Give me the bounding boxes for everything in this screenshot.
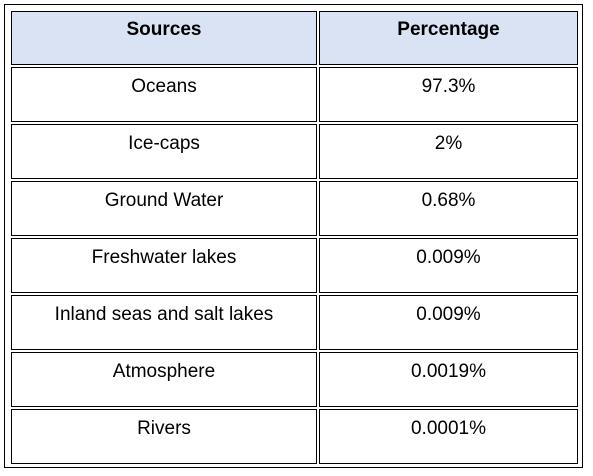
- source-cell: Oceans: [11, 67, 317, 122]
- table-row: Rivers 0.0001%: [11, 409, 578, 464]
- source-cell: Atmosphere: [11, 352, 317, 407]
- table-row: Oceans 97.3%: [11, 67, 578, 122]
- table-row: Ice-caps 2%: [11, 124, 578, 179]
- table-row: Ground Water 0.68%: [11, 181, 578, 236]
- table-row: Atmosphere 0.0019%: [11, 352, 578, 407]
- table-row: Inland seas and salt lakes 0.009%: [11, 295, 578, 350]
- percentage-cell: 0.009%: [319, 238, 578, 293]
- table-row: Freshwater lakes 0.009%: [11, 238, 578, 293]
- percentage-cell: 97.3%: [319, 67, 578, 122]
- header-percentage: Percentage: [319, 11, 578, 65]
- percentage-cell: 0.0019%: [319, 352, 578, 407]
- source-cell: Inland seas and salt lakes: [11, 295, 317, 350]
- percentage-cell: 0.0001%: [319, 409, 578, 464]
- source-cell: Ground Water: [11, 181, 317, 236]
- percentage-cell: 0.009%: [319, 295, 578, 350]
- source-cell: Rivers: [11, 409, 317, 464]
- source-cell: Freshwater lakes: [11, 238, 317, 293]
- header-row: Sources Percentage: [11, 11, 578, 65]
- header-sources: Sources: [11, 11, 317, 65]
- table-frame: [4, 4, 583, 468]
- water-sources-table: Sources Percentage Oceans 97.3% Ice-caps…: [9, 9, 580, 466]
- source-cell: Ice-caps: [11, 124, 317, 179]
- percentage-cell: 2%: [319, 124, 578, 179]
- percentage-cell: 0.68%: [319, 181, 578, 236]
